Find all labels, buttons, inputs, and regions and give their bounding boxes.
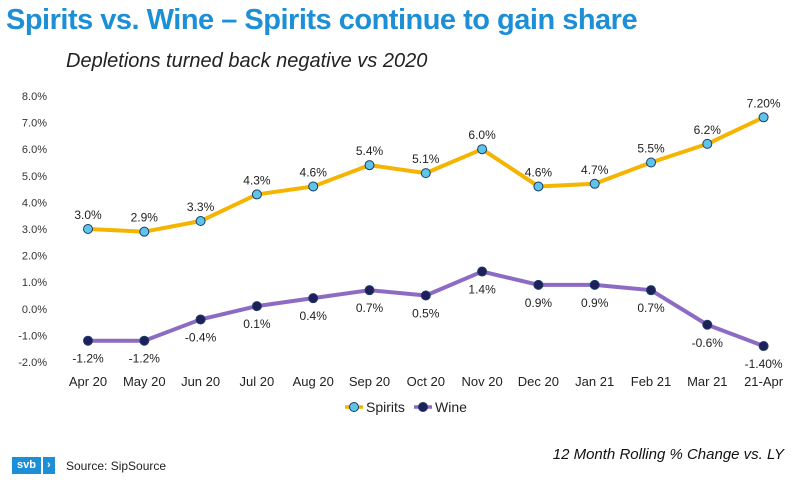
data-point-wine bbox=[533, 279, 544, 290]
data-point-spirits bbox=[646, 157, 656, 168]
legend-label-wine: Wine bbox=[435, 399, 467, 415]
y-tick-label: 4.0% bbox=[22, 197, 47, 209]
y-tick-label: 5.0% bbox=[22, 171, 47, 183]
x-tick-label: Nov 20 bbox=[461, 374, 502, 389]
data-point-spirits bbox=[83, 224, 93, 234]
data-label: 6.2% bbox=[694, 123, 722, 137]
y-tick-label: 6.0% bbox=[22, 144, 47, 156]
x-tick-label: Jan 21 bbox=[575, 374, 614, 389]
data-label: 0.5% bbox=[412, 307, 440, 321]
data-label: 0.9% bbox=[581, 296, 609, 310]
chart-subtitle: Depletions turned back negative vs 2020 bbox=[66, 50, 428, 72]
data-point-wine bbox=[589, 279, 600, 290]
y-tick-label: 7.0% bbox=[22, 118, 47, 130]
data-point-wine bbox=[364, 285, 375, 296]
x-tick-label: Dec 20 bbox=[518, 374, 559, 389]
data-label: -1.2% bbox=[72, 352, 104, 366]
data-point-spirits bbox=[308, 181, 319, 192]
data-label: 4.6% bbox=[300, 165, 328, 179]
data-point-wine bbox=[702, 319, 713, 330]
x-tick-label: Jun 20 bbox=[181, 374, 220, 389]
data-label: 0.9% bbox=[525, 296, 553, 310]
data-point-wine bbox=[646, 285, 656, 296]
svb-logo: svb › bbox=[12, 457, 55, 474]
data-label: 0.1% bbox=[243, 317, 271, 331]
data-label: 1.4% bbox=[468, 283, 496, 297]
data-label: -1.2% bbox=[129, 352, 161, 366]
data-label: 4.6% bbox=[525, 165, 553, 179]
line-chart: -2.0% -1.0% 0.0% 1.0% 2.0% 3.0% 4.0% 5.0% 6.0% 7.… bbox=[18, 91, 784, 415]
data-label: 4.3% bbox=[243, 173, 271, 187]
y-tick-label: 3.0% bbox=[22, 224, 47, 236]
x-tick-label: Mar 21 bbox=[687, 374, 727, 389]
x-tick-label: Feb 21 bbox=[631, 374, 671, 389]
data-point-wine bbox=[308, 293, 319, 304]
data-point-wine bbox=[758, 341, 769, 352]
data-label: 5.5% bbox=[637, 142, 665, 156]
data-label: 3.0% bbox=[74, 208, 102, 222]
data-label: 2.9% bbox=[131, 211, 159, 225]
data-label: 0.7% bbox=[637, 301, 665, 315]
data-point-spirits bbox=[589, 178, 600, 189]
data-point-spirits bbox=[195, 216, 206, 227]
legend-marker-spirits bbox=[349, 402, 359, 412]
data-label: -0.6% bbox=[692, 336, 724, 350]
chevron-right-icon: › bbox=[42, 457, 55, 474]
data-point-wine bbox=[195, 314, 206, 325]
data-point-wine bbox=[83, 335, 93, 346]
data-point-spirits bbox=[702, 138, 713, 149]
y-tick-label: -1.0% bbox=[18, 330, 47, 342]
data-label: 5.1% bbox=[412, 152, 440, 166]
x-tick-label: Oct 20 bbox=[407, 374, 445, 389]
x-tick-label: May 20 bbox=[123, 374, 166, 389]
y-tick-label: 2.0% bbox=[22, 251, 47, 263]
data-point-spirits bbox=[139, 226, 150, 237]
data-label: 5.4% bbox=[356, 144, 384, 158]
legend-marker-wine bbox=[418, 402, 428, 412]
data-label: 0.4% bbox=[300, 309, 328, 323]
x-tick-label: Jul 20 bbox=[240, 374, 275, 389]
x-tick-label: 21-Apr bbox=[744, 374, 784, 389]
data-label: 4.7% bbox=[581, 163, 609, 177]
data-point-wine bbox=[477, 266, 488, 277]
data-label: 6.0% bbox=[468, 128, 496, 142]
x-tick-label: Sep 20 bbox=[349, 374, 390, 389]
y-tick-label: -2.0% bbox=[18, 357, 47, 369]
data-point-wine bbox=[420, 290, 431, 301]
y-tick-label: 8.0% bbox=[22, 91, 47, 103]
y-tick-label: 0.0% bbox=[22, 304, 47, 316]
data-point-wine bbox=[251, 301, 262, 312]
data-point-spirits bbox=[364, 160, 375, 171]
x-tick-label: Aug 20 bbox=[293, 374, 334, 389]
footnote: 12 Month Rolling % Change vs. LY bbox=[552, 446, 784, 463]
data-label: -0.4% bbox=[185, 330, 217, 344]
data-label: 3.3% bbox=[187, 200, 215, 214]
logo-text: svb bbox=[12, 457, 41, 474]
data-point-wine bbox=[139, 335, 150, 346]
data-label: 7.20% bbox=[747, 96, 781, 110]
legend-label-spirits: Spirits bbox=[366, 399, 405, 415]
data-point-spirits bbox=[758, 112, 769, 123]
y-tick-label: 1.0% bbox=[22, 277, 47, 289]
source-text: Source: SipSource bbox=[66, 459, 167, 473]
data-label: 0.7% bbox=[356, 301, 384, 315]
data-point-spirits bbox=[477, 144, 488, 155]
data-point-spirits bbox=[533, 181, 544, 192]
chart-title: Spirits vs. Wine – Spirits continue to g… bbox=[6, 4, 638, 36]
data-label: -1.40% bbox=[745, 357, 783, 371]
data-point-spirits bbox=[420, 168, 431, 179]
data-point-spirits bbox=[251, 189, 262, 200]
x-tick-label: Apr 20 bbox=[69, 374, 107, 389]
